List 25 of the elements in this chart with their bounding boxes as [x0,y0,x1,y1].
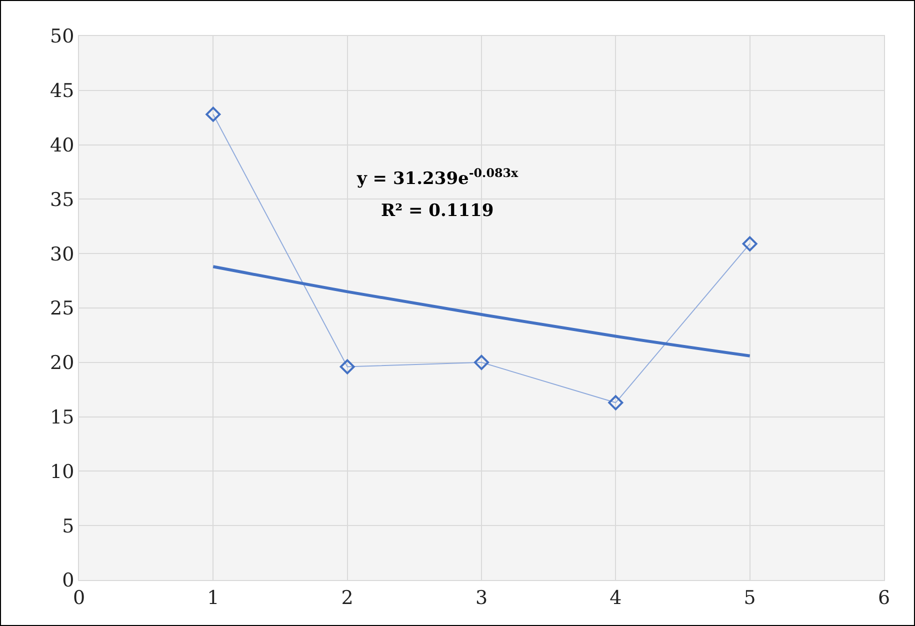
y-tick-label: 25 [50,298,74,320]
y-tick-label: 30 [50,243,74,266]
x-tick-label: 5 [744,586,756,609]
line-series [212,265,752,358]
y-tick-label: 15 [50,406,74,428]
point [340,359,355,374]
y-tick-label: 35 [50,188,74,211]
y-tick-label: 10 [50,460,74,483]
point [206,106,221,122]
y-tick-label: 40 [50,134,74,156]
y-tick-label: 0 [62,570,74,592]
annotation: y = 31.239e$^{-0.083x}$ [356,166,520,190]
y-tick-label: 50 [50,26,74,48]
annotation: R² = 0.1119 [381,201,494,221]
x-tick-label: 2 [341,586,354,609]
y-tick-label: 5 [62,515,74,538]
point [742,236,758,252]
x-tick-label: 1 [207,586,220,609]
x-tick-label: 6 [878,586,890,609]
point [608,395,624,410]
x-tick-label: 4 [610,586,622,609]
y-tick-label: 45 [50,80,74,102]
y-tick-label: 20 [50,352,74,374]
x-tick-label: 3 [475,586,488,609]
point [474,354,489,370]
